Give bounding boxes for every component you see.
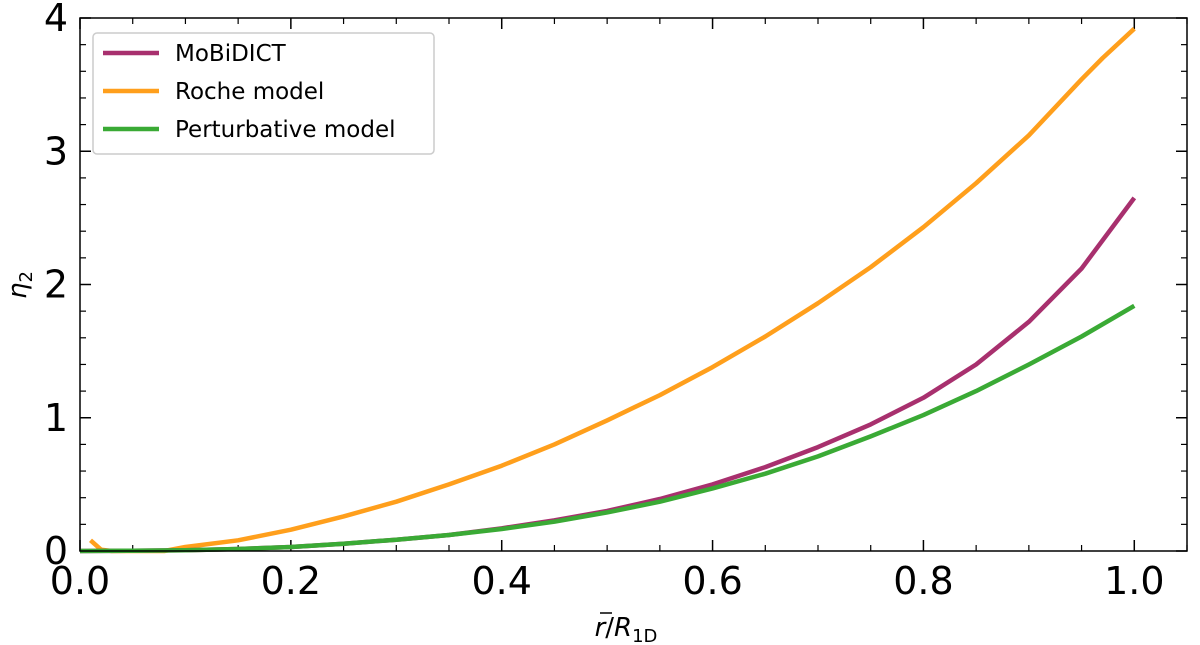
x-tick-label: 0.0 [50, 559, 110, 603]
x-axis-label-subscript: 1D [632, 626, 657, 645]
legend-box [92, 32, 435, 155]
legend-label: MoBiDICT [175, 41, 287, 67]
x-axis-label-r: r [595, 613, 608, 643]
y-tick-label: 4 [44, 0, 68, 40]
x-tick-label: 0.2 [261, 559, 321, 603]
plot-frame [79, 17, 1188, 552]
tick-labels: 0.0 0.2 0.4 0.6 0.8 1.0 0 1 2 3 4 [44, 0, 1165, 603]
y-tick-label: 0 [44, 529, 68, 573]
x-tick-label: 0.8 [893, 559, 953, 603]
y-tick-label: 3 [44, 129, 68, 173]
y-axis-label: η2 [3, 271, 37, 299]
y-tick-label: 1 [44, 396, 68, 440]
x-axis-label: r/R1D [595, 613, 658, 645]
y-tick-label: 2 [44, 263, 68, 307]
x-tick-label: 0.4 [471, 559, 531, 603]
x-axis-label-R: R [614, 613, 632, 643]
y-axis-label-eta: η [3, 282, 33, 298]
legend-label: Roche model [175, 79, 324, 105]
legend-label: Perturbative model [175, 117, 396, 143]
y-axis-label-subscript: 2 [16, 271, 37, 282]
series-line-perturbative-model [79, 303, 1136, 554]
x-axis-label-slash: / [605, 613, 614, 643]
x-tick-label: 0.6 [682, 559, 742, 603]
legend: MoBiDICT Roche model Perturbative model [92, 32, 435, 155]
x-tick-label: 1.0 [1104, 559, 1164, 603]
